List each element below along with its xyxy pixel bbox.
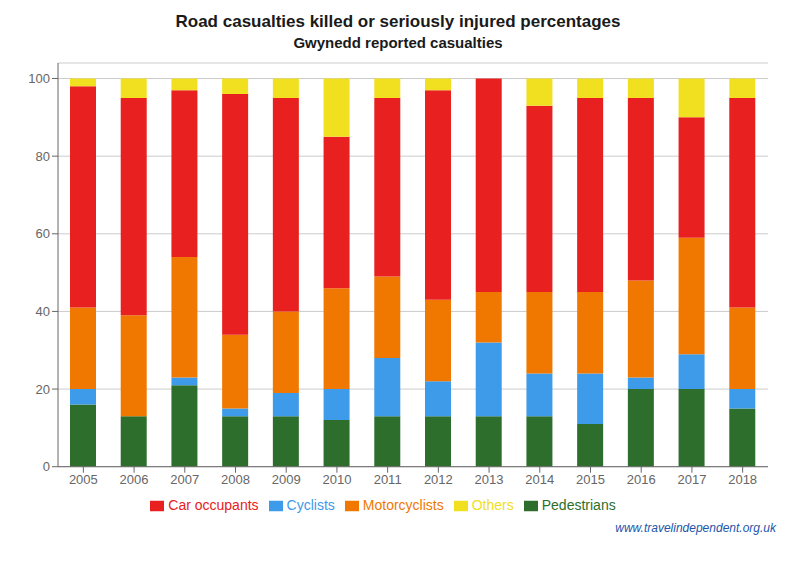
svg-text:2006: 2006 (120, 472, 149, 487)
svg-text:2007: 2007 (170, 472, 199, 487)
html-text:Gwynedd reported casualties: Gwynedd reported casualties (293, 34, 503, 51)
html-text:Others: Others (471, 496, 514, 513)
svg-text:20: 20 (36, 382, 50, 397)
svg-text:2018: 2018 (728, 472, 757, 487)
svg-text:2017: 2017 (677, 472, 706, 487)
html-text:Cyclists: Cyclists (286, 496, 335, 513)
svg-text:2008: 2008 (221, 472, 250, 487)
html-text:Road casualties killed or seri: Road casualties killed or seriously inju… (175, 12, 621, 31)
svg-text:100: 100 (28, 71, 50, 86)
svg-text:40: 40 (36, 304, 50, 319)
html-text:www.travelindependent.org.uk: www.travelindependent.org.uk (615, 521, 776, 535)
html-text:Car occupants: Car occupants (168, 496, 259, 513)
svg-text:2009: 2009 (272, 472, 301, 487)
html-text:Pedestrians: Pedestrians (541, 496, 616, 513)
svg-text:2011: 2011 (374, 472, 402, 487)
html-text:Motorcyclists: Motorcyclists (362, 496, 444, 513)
svg-text:60: 60 (36, 226, 50, 241)
svg-text:2016: 2016 (627, 472, 656, 487)
svg-text:2005: 2005 (69, 472, 98, 487)
svg-text:2013: 2013 (475, 472, 504, 487)
svg-text:80: 80 (36, 149, 50, 164)
svg-text:2015: 2015 (576, 472, 605, 487)
svg-text:2012: 2012 (424, 472, 453, 487)
svg-text:2010: 2010 (322, 472, 351, 487)
svg-text:2014: 2014 (525, 472, 554, 487)
svg-text:0: 0 (43, 459, 50, 474)
